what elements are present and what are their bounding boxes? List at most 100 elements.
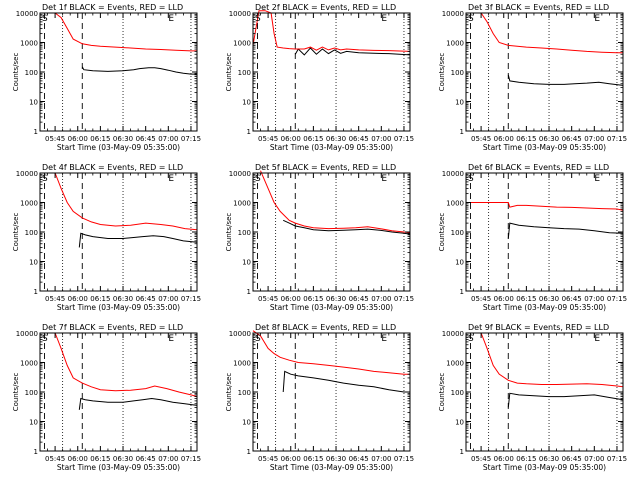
lld-series-line [252, 330, 410, 375]
plot-frame [465, 172, 624, 292]
x-tick-label: 06:45 [136, 135, 156, 143]
events-series-line [282, 219, 411, 235]
x-tick-label: 07:15 [607, 455, 627, 463]
lld-series-line [480, 332, 624, 388]
x-tick-label: 05:45 [258, 135, 278, 143]
y-tick-label: 1000 [233, 200, 251, 208]
y-axis-label: Counts/sec [12, 213, 20, 252]
x-axis-label: Start Time (03-May-09 05:35:00) [57, 303, 180, 312]
events-series-line [78, 232, 198, 248]
detector-panel-2: Det 2f BLACK = Events, RED = LLD S E 1 10 100… [225, 3, 414, 152]
y-tick-label: 10000 [16, 10, 38, 18]
detector-panel-7: Det 7f BLACK = Events, RED = LLD S E 1 10 100… [12, 323, 201, 472]
start-marker: S [42, 174, 48, 184]
y-tick-label: 10000 [229, 170, 251, 178]
x-tick-label: 06:00 [68, 135, 88, 143]
y-tick-label: 10 [29, 259, 38, 267]
start-marker: S [255, 334, 261, 344]
end-marker: E [381, 174, 387, 184]
x-axis-label: Start Time (03-May-09 05:35:00) [270, 303, 393, 312]
lld-series-line [54, 12, 197, 52]
x-tick-label: 06:30 [113, 455, 133, 463]
lld-series-line [480, 12, 623, 54]
x-tick-label: 07:00 [584, 455, 604, 463]
y-tick-label: 1000 [446, 200, 464, 208]
x-tick-label: 06:15 [90, 295, 110, 303]
x-tick-label: 06:30 [326, 135, 346, 143]
panel-title: Det 5f BLACK = Events, RED = LLD [255, 163, 396, 172]
plot-frame [39, 172, 198, 292]
y-tick-label: 100 [238, 389, 251, 397]
y-tick-label: 10000 [442, 330, 464, 338]
plot-frame [252, 172, 411, 292]
lld-series-line [54, 332, 198, 398]
panel-title: Det 6f BLACK = Events, RED = LLD [468, 163, 609, 172]
x-tick-label: 06:30 [539, 455, 559, 463]
plot-frame [465, 332, 624, 452]
events-series-line [81, 66, 197, 75]
y-axis-label: Counts/sec [12, 53, 20, 92]
start-marker: S [42, 14, 48, 24]
x-tick-label: 05:45 [45, 295, 65, 303]
x-tick-label: 07:15 [607, 135, 627, 143]
x-axis-label: Start Time (03-May-09 05:35:00) [270, 463, 393, 472]
y-tick-label: 10000 [442, 10, 464, 18]
end-marker: E [594, 334, 600, 344]
end-marker: E [594, 14, 600, 24]
x-tick-label: 06:00 [494, 455, 514, 463]
x-tick-label: 05:45 [258, 455, 278, 463]
start-marker: S [468, 334, 474, 344]
x-axis-label: Start Time (03-May-09 05:35:00) [270, 143, 393, 152]
y-tick-label: 100 [25, 389, 38, 397]
lld-series-line [260, 170, 411, 234]
x-axis-label: Start Time (03-May-09 05:35:00) [57, 463, 180, 472]
x-tick-label: 06:15 [516, 295, 536, 303]
x-tick-label: 05:45 [471, 455, 491, 463]
x-tick-label: 07:15 [394, 135, 414, 143]
y-tick-label: 100 [238, 69, 251, 77]
x-tick-label: 06:15 [303, 455, 323, 463]
x-tick-label: 07:00 [158, 455, 178, 463]
panel-title: Det 4f BLACK = Events, RED = LLD [42, 163, 183, 172]
end-marker: E [381, 14, 387, 24]
x-tick-label: 06:45 [562, 135, 582, 143]
x-tick-label: 07:15 [394, 455, 414, 463]
x-tick-label: 07:15 [394, 295, 414, 303]
events-series-line [294, 47, 411, 56]
x-axis-label: Start Time (03-May-09 05:35:00) [57, 143, 180, 152]
y-tick-label: 10 [29, 99, 38, 107]
end-marker: E [168, 174, 174, 184]
x-tick-label: 05:45 [471, 135, 491, 143]
lld-series-line [466, 202, 624, 211]
plot-frame [252, 12, 411, 132]
x-tick-label: 06:30 [113, 295, 133, 303]
y-tick-label: 1000 [20, 360, 38, 368]
start-marker: S [42, 334, 48, 344]
start-marker: S [468, 14, 474, 24]
detector-panel-3: Det 3f BLACK = Events, RED = LLD S E 1 10 100… [438, 3, 627, 152]
x-tick-label: 06:45 [562, 295, 582, 303]
x-tick-label: 06:30 [326, 295, 346, 303]
x-tick-label: 07:15 [607, 295, 627, 303]
lld-series-line [252, 10, 411, 52]
y-tick-label: 100 [451, 389, 464, 397]
y-tick-label: 10 [455, 419, 464, 427]
x-tick-label: 06:45 [349, 455, 369, 463]
events-series-line [507, 222, 624, 239]
y-tick-label: 1 [247, 128, 251, 136]
x-tick-label: 07:00 [371, 455, 391, 463]
x-tick-label: 06:15 [303, 295, 323, 303]
y-tick-label: 1 [34, 288, 38, 296]
x-tick-label: 05:45 [471, 295, 491, 303]
y-tick-label: 1 [460, 288, 464, 296]
x-tick-label: 05:45 [258, 295, 278, 303]
y-axis-label: Counts/sec [438, 213, 446, 252]
y-tick-label: 1000 [446, 40, 464, 48]
x-tick-label: 06:00 [68, 455, 88, 463]
x-tick-label: 06:30 [539, 135, 559, 143]
end-marker: E [381, 334, 387, 344]
panel-title: Det 9f BLACK = Events, RED = LLD [468, 323, 609, 332]
plot-frame [39, 12, 198, 132]
detector-panel-4: Det 4f BLACK = Events, RED = LLD S E 1 10 100… [12, 163, 201, 312]
y-tick-label: 100 [451, 69, 464, 77]
